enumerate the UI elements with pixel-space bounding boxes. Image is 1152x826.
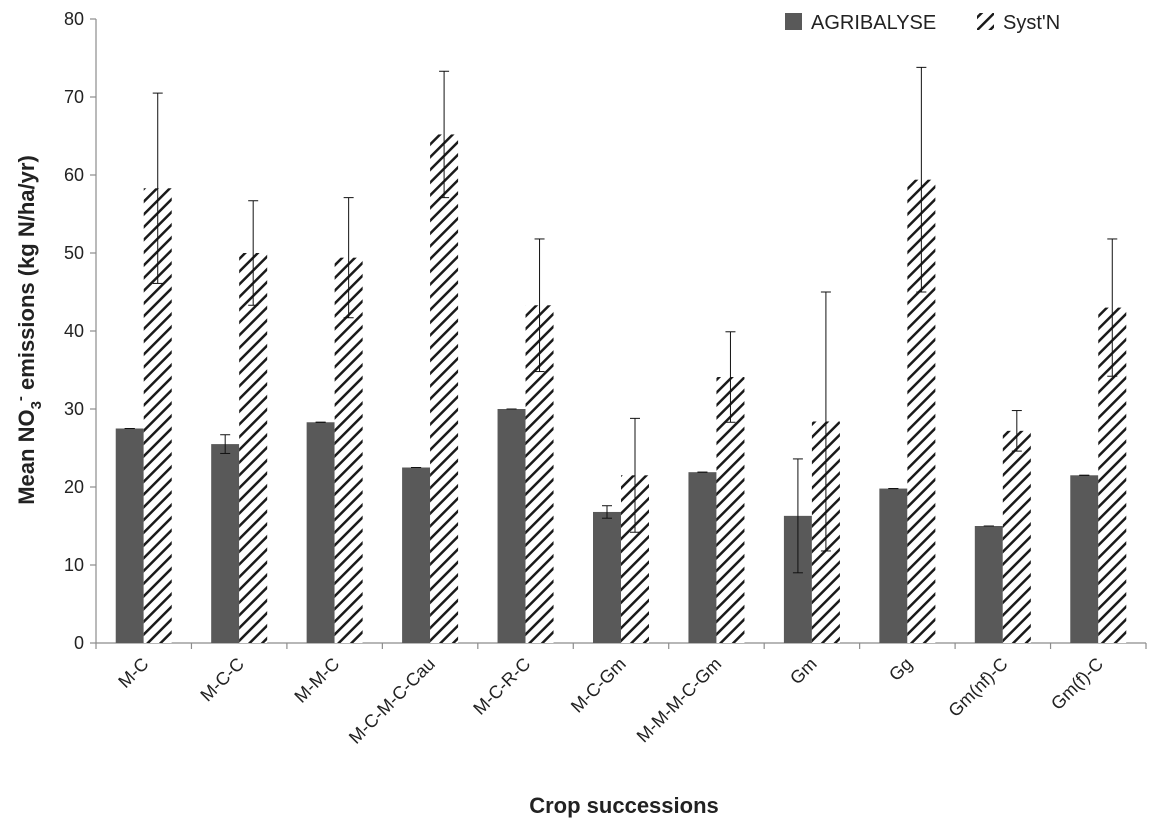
- agribalyse-bar: [879, 488, 908, 643]
- agribalyse-bar: [1070, 475, 1099, 643]
- agribalyse-bar: [115, 428, 144, 643]
- x-tick-label: Gm: [786, 654, 821, 689]
- agribalyse-bar: [211, 444, 240, 643]
- y-axis-title-sup: -: [12, 396, 29, 401]
- y-axis-title-rest: emissions (kg N/ha/yr): [14, 155, 39, 396]
- legend-swatch-systn: [977, 13, 994, 30]
- systn-bar: [334, 257, 363, 643]
- y-tick-label: 20: [64, 477, 84, 497]
- x-tick-label: M-C-M-C-Cau: [345, 654, 439, 748]
- bars: [115, 134, 1127, 643]
- y-axis-title: Mean NO3- emissions (kg N/ha/yr): [12, 155, 45, 505]
- y-tick-label: 60: [64, 165, 84, 185]
- agribalyse-bar: [974, 526, 1003, 643]
- agribalyse-bar: [593, 511, 621, 643]
- legend: AGRIBALYSE Syst'N: [785, 12, 1060, 34]
- y-tick-label: 0: [74, 633, 84, 653]
- y-tick-label: 10: [64, 555, 84, 575]
- x-tick-label: M-M-M-C-Gm: [633, 654, 726, 747]
- agribalyse-bar: [688, 472, 717, 643]
- agribalyse-bar: [497, 409, 526, 643]
- x-tick-label: Gm(f)-C: [1047, 654, 1107, 714]
- error-bars: [124, 66, 1118, 574]
- y-tick-label: 40: [64, 321, 84, 341]
- y-axis-title-sub: 3: [28, 401, 45, 409]
- x-tick-label: M-C-R-C: [469, 654, 534, 719]
- y-tick-label: 30: [64, 399, 84, 419]
- systn-bar: [239, 253, 268, 643]
- x-tick-label: Gg: [885, 654, 916, 685]
- y-tick-label: 80: [64, 9, 84, 29]
- y-tick-label: 50: [64, 243, 84, 263]
- legend-swatch-agribalyse: [785, 13, 802, 30]
- x-tick-label: Gm(nf)-C: [944, 654, 1011, 721]
- y-axis-title-main: Mean NO: [14, 409, 39, 504]
- agribalyse-bar: [402, 467, 431, 643]
- legend-label-agribalyse: AGRIBALYSE: [811, 12, 936, 34]
- x-tick-label: M-C-Gm: [567, 654, 630, 717]
- x-tick-label: M-C: [114, 654, 152, 692]
- legend-label-systn: Syst'N: [1003, 12, 1060, 34]
- axes: [90, 18, 1147, 649]
- systn-bar: [1002, 430, 1031, 643]
- x-axis-title: Crop successions: [529, 793, 719, 818]
- y-tick-label: 70: [64, 87, 84, 107]
- systn-bar: [430, 134, 459, 643]
- agribalyse-bar: [306, 422, 335, 643]
- x-tick-label: M-C-C: [196, 654, 248, 706]
- x-tick-label: M-M-C: [290, 654, 343, 707]
